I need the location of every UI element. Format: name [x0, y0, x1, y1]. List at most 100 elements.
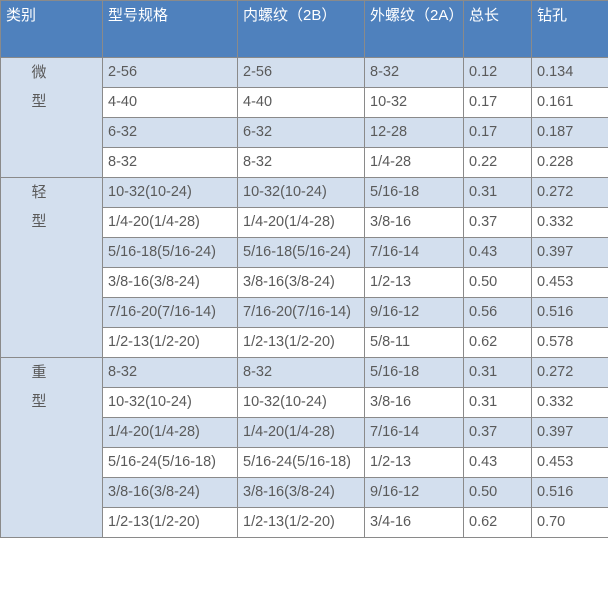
model-cell: 8-32 [102, 357, 238, 388]
length-cell: 0.50 [463, 477, 532, 508]
table-row: 3/8-16(3/8-24) 3/8-16(3/8-24) 1/2-13 0.50 0.… [1, 267, 608, 298]
model-cell: 4-40 [102, 87, 238, 118]
internal-thread-cell: 4-40 [237, 87, 365, 118]
internal-thread-cell: 1/4-20(1/4-28) [237, 207, 365, 238]
length-cell: 0.43 [463, 237, 532, 268]
table-row: 6-32 6-32 12-28 0.17 0.187 [1, 117, 608, 148]
header-length: 总长 [463, 0, 532, 58]
category-label: 微型 [31, 64, 47, 110]
drill-cell: 0.272 [531, 177, 608, 208]
drill-cell: 0.228 [531, 147, 608, 178]
table-row: 重型 8-32 8-32 5/16-18 0.31 0.272 [0, 357, 608, 538]
internal-thread-cell: 10-32(10-24) [237, 177, 365, 208]
category-label: 重型 [31, 364, 47, 410]
internal-thread-cell: 7/16-20(7/16-14) [237, 297, 365, 328]
model-cell: 8-32 [102, 147, 238, 178]
drill-cell: 0.453 [531, 267, 608, 298]
external-thread-cell: 1/2-13 [364, 267, 464, 298]
drill-cell: 0.134 [531, 57, 608, 88]
header-drill: 钻孔 [531, 0, 608, 58]
external-thread-cell: 5/8-11 [364, 327, 464, 358]
internal-thread-cell: 5/16-24(5/16-18) [237, 447, 365, 478]
drill-cell: 0.397 [531, 237, 608, 268]
external-thread-cell: 3/8-16 [364, 387, 464, 418]
header-model: 型号规格 [102, 0, 238, 58]
length-cell: 0.22 [463, 147, 532, 178]
model-cell: 6-32 [102, 117, 238, 148]
length-cell: 0.56 [463, 297, 532, 328]
table-row: 5/16-24(5/16-18) 5/16-24(5/16-18) 1/2-13 0.… [1, 447, 608, 478]
model-cell: 5/16-24(5/16-18) [102, 447, 238, 478]
external-thread-cell: 1/2-13 [364, 447, 464, 478]
header-internal-thread: 内螺纹（2B） [237, 0, 365, 58]
drill-cell: 0.332 [531, 207, 608, 238]
length-cell: 0.12 [463, 57, 532, 88]
model-cell: 1/4-20(1/4-28) [102, 207, 238, 238]
model-cell: 10-32(10-24) [102, 177, 238, 208]
external-thread-cell: 7/16-14 [364, 237, 464, 268]
length-cell: 0.50 [463, 267, 532, 298]
length-cell: 0.37 [463, 207, 532, 238]
drill-cell: 0.70 [531, 507, 608, 538]
table-row: 4-40 4-40 10-32 0.17 0.161 [1, 87, 608, 118]
drill-cell: 0.161 [531, 87, 608, 118]
model-cell: 7/16-20(7/16-14) [102, 297, 238, 328]
external-thread-cell: 12-28 [364, 117, 464, 148]
spec-table: 类别 型号规格 内螺纹（2B） 外螺纹（2A） 总长 钻孔 微型 2-56 2-56… [0, 0, 608, 538]
external-thread-cell: 3/8-16 [364, 207, 464, 238]
external-thread-cell: 9/16-12 [364, 477, 464, 508]
model-cell: 3/8-16(3/8-24) [102, 267, 238, 298]
category-cell: 重型 [0, 357, 103, 538]
length-cell: 0.62 [463, 507, 532, 538]
model-cell: 3/8-16(3/8-24) [102, 477, 238, 508]
internal-thread-cell: 1/2-13(1/2-20) [237, 327, 365, 358]
model-cell: 2-56 [102, 57, 238, 88]
model-cell: 1/2-13(1/2-20) [102, 327, 238, 358]
internal-thread-cell: 5/16-18(5/16-24) [237, 237, 365, 268]
header-category: 类别 [0, 0, 103, 58]
drill-cell: 0.453 [531, 447, 608, 478]
model-cell: 10-32(10-24) [102, 387, 238, 418]
header-row: 类别 型号规格 内螺纹（2B） 外螺纹（2A） 总长 钻孔 [0, 0, 608, 58]
drill-cell: 0.516 [531, 297, 608, 328]
table-row: 1/4-20(1/4-28) 1/4-20(1/4-28) 7/16-14 0.37 0… [1, 417, 608, 448]
table-row: 7/16-20(7/16-14) 7/16-20(7/16-14) 9/16-12 0… [1, 297, 608, 328]
external-thread-cell: 7/16-14 [364, 417, 464, 448]
category-cell: 微型 [0, 57, 103, 178]
header-external-thread: 外螺纹（2A） [364, 0, 464, 58]
table-row: 1/4-20(1/4-28) 1/4-20(1/4-28) 3/8-16 0.37 0.… [1, 207, 608, 238]
table-row: 3/8-16(3/8-24) 3/8-16(3/8-24) 9/16-12 0.50 0… [1, 477, 608, 508]
internal-thread-cell: 8-32 [237, 357, 365, 388]
external-thread-cell: 8-32 [364, 57, 464, 88]
length-cell: 0.37 [463, 417, 532, 448]
internal-thread-cell: 1/4-20(1/4-28) [237, 417, 365, 448]
drill-cell: 0.272 [531, 357, 608, 388]
table-row: 8-32 8-32 1/4-28 0.22 0.228 [1, 147, 608, 178]
external-thread-cell: 5/16-18 [364, 357, 464, 388]
model-cell: 1/2-13(1/2-20) [102, 507, 238, 538]
length-cell: 0.31 [463, 357, 532, 388]
table-row: 1/2-13(1/2-20) 1/2-13(1/2-20) 3/4-16 0.62 0.… [1, 507, 608, 538]
internal-thread-cell: 2-56 [237, 57, 365, 88]
drill-cell: 0.578 [531, 327, 608, 358]
drill-cell: 0.516 [531, 477, 608, 508]
table-row: 1/2-13(1/2-20) 1/2-13(1/2-20) 5/8-11 0.62 0.… [1, 327, 608, 358]
internal-thread-cell: 1/2-13(1/2-20) [237, 507, 365, 538]
internal-thread-cell: 10-32(10-24) [237, 387, 365, 418]
internal-thread-cell: 8-32 [237, 147, 365, 178]
model-cell: 5/16-18(5/16-24) [102, 237, 238, 268]
external-thread-cell: 5/16-18 [364, 177, 464, 208]
length-cell: 0.31 [463, 387, 532, 418]
model-cell: 1/4-20(1/4-28) [102, 417, 238, 448]
internal-thread-cell: 6-32 [237, 117, 365, 148]
table-row: 5/16-18(5/16-24) 5/16-18(5/16-24) 7/16-14 0… [1, 237, 608, 268]
internal-thread-cell: 3/8-16(3/8-24) [237, 477, 365, 508]
external-thread-cell: 10-32 [364, 87, 464, 118]
category-label: 轻型 [31, 184, 47, 230]
internal-thread-cell: 3/8-16(3/8-24) [237, 267, 365, 298]
category-cell: 轻型 [0, 177, 103, 358]
table-row: 轻型 10-32(10-24) 10-32(10-24) 5/16-18 0.31 0.2… [0, 177, 608, 358]
length-cell: 0.43 [463, 447, 532, 478]
drill-cell: 0.397 [531, 417, 608, 448]
length-cell: 0.31 [463, 177, 532, 208]
